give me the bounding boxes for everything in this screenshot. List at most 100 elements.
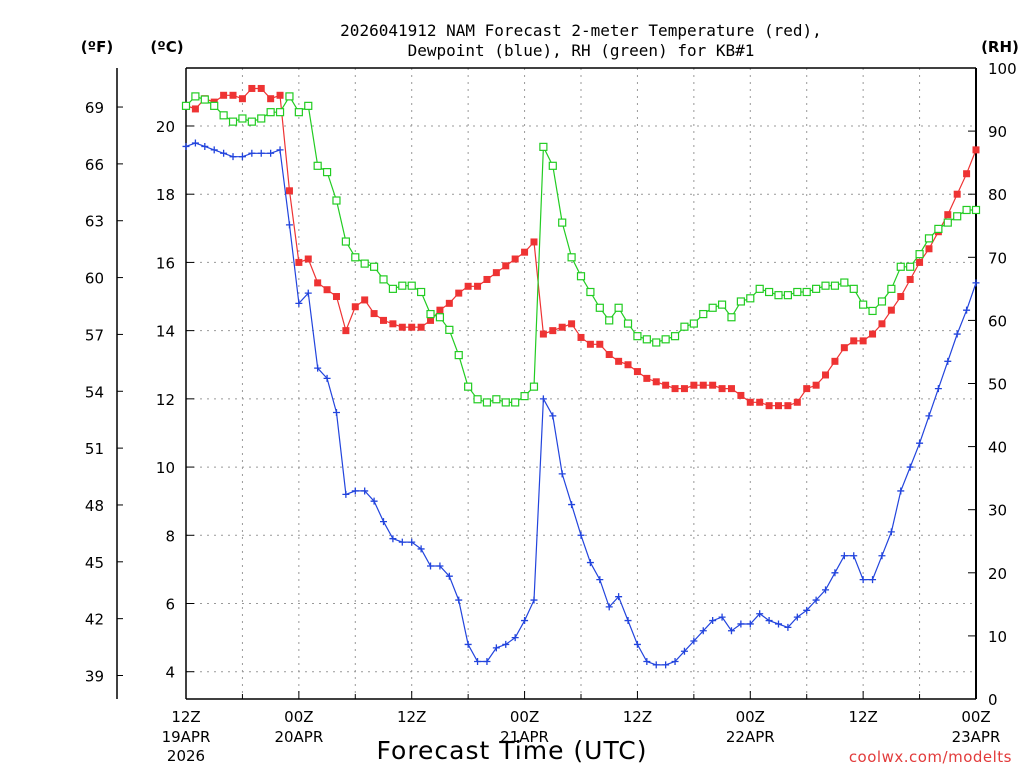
fahrenheit-tick-label: 45 — [85, 554, 104, 572]
dewpoint-point — [304, 289, 312, 297]
dewpoint-point — [549, 412, 557, 420]
rh-point — [736, 297, 745, 306]
rh-point — [445, 325, 454, 334]
dewpoint-point — [201, 142, 209, 150]
temperature-point — [953, 190, 961, 198]
rh-point — [369, 262, 379, 271]
date-tick-label: 23APR — [952, 728, 1001, 746]
dewpoint-point — [878, 552, 886, 560]
rh-point — [699, 309, 708, 319]
temperature-point — [869, 330, 877, 338]
time-tick-label: 12Z — [848, 708, 877, 726]
dewpoint-point — [586, 559, 594, 567]
date-tick-label: 20APR — [274, 728, 323, 746]
rh-point — [774, 291, 783, 300]
celsius-tick-label: 14 — [156, 323, 175, 341]
dewpoint-point — [727, 627, 735, 635]
temperature-point — [408, 323, 416, 331]
fahrenheit-tick-label: 63 — [85, 213, 104, 231]
rh-point — [341, 237, 350, 246]
dewpoint-point — [746, 620, 754, 628]
dewpoint-point — [295, 299, 303, 307]
celsius-tick-label: 20 — [156, 118, 175, 136]
temperature-point — [944, 211, 952, 219]
rh-point — [407, 281, 416, 290]
rh-point — [623, 319, 633, 328]
temperature-point — [455, 289, 463, 297]
rh-point — [840, 278, 849, 287]
dewpoint-point — [822, 586, 830, 594]
dewpoint-point — [577, 531, 585, 539]
temperature-point — [502, 262, 510, 270]
temperature-point — [191, 105, 199, 113]
time-tick-label: 00Z — [736, 708, 765, 726]
temperature-point — [615, 357, 623, 365]
rh-point — [191, 92, 200, 101]
rh-point — [830, 281, 840, 290]
dewpoint-point — [370, 497, 378, 505]
rh-point — [332, 196, 341, 205]
temperature-point — [812, 381, 820, 389]
dewpoint-point — [916, 439, 924, 447]
rh-point — [558, 218, 567, 227]
rh-point — [219, 111, 228, 120]
rh-point — [520, 392, 529, 401]
rh-point — [924, 234, 934, 243]
dewpoint-point — [455, 596, 463, 604]
temperature-point — [314, 279, 322, 287]
rh-point — [473, 395, 482, 404]
dewpoint-point — [511, 634, 519, 642]
temperature-point — [398, 323, 406, 331]
rh-point — [962, 205, 971, 215]
dewpoint-point — [803, 606, 811, 614]
time-tick-label: 12Z — [397, 708, 426, 726]
dewpoint-point — [793, 613, 801, 621]
dewpoint-point — [248, 149, 256, 157]
date-tick-label: 19APR — [162, 728, 211, 746]
rh-point — [426, 309, 435, 319]
rh-point — [435, 313, 445, 322]
dewpoint-point — [709, 617, 717, 625]
temperature-point — [370, 310, 378, 318]
temperature-point — [662, 381, 670, 389]
temperature-point — [727, 385, 735, 393]
temperature-point — [474, 282, 482, 290]
dewpoint-point — [474, 657, 482, 665]
rh-point — [717, 300, 727, 309]
temperature-point — [840, 344, 848, 352]
rh-point — [228, 117, 238, 126]
temperature-point — [709, 381, 717, 389]
chart-title-line1: 2026041912 NAM Forecast 2-meter Temperat… — [340, 21, 822, 40]
temperature-point — [765, 402, 773, 410]
time-tick-label: 00Z — [510, 708, 539, 726]
temperature-point — [427, 316, 435, 324]
temperature-point — [257, 84, 265, 92]
temperature-point — [633, 368, 641, 376]
rh-point — [708, 303, 717, 312]
fahrenheit-tick-label: 51 — [85, 440, 104, 458]
rh-point — [934, 224, 943, 234]
temperature-point — [229, 91, 237, 99]
rh-point — [943, 218, 952, 227]
temperature-point — [596, 340, 604, 348]
dewpoint-point — [568, 501, 576, 509]
dewpoint-point — [182, 142, 190, 150]
year-tick-label: 2026 — [167, 747, 205, 765]
rh-tick-label: 90 — [988, 123, 1007, 141]
chart-labels: 2026041912 NAM Forecast 2-meter Temperat… — [81, 21, 1019, 766]
dewpoint-point — [925, 412, 933, 420]
ylabel-rh: (RH) — [981, 38, 1019, 56]
rh-point — [275, 108, 285, 117]
rh-point — [238, 114, 247, 123]
temperature-point — [756, 398, 764, 406]
dewpoint-point — [765, 617, 773, 625]
rh-point — [257, 114, 266, 123]
temperature-point — [850, 337, 858, 345]
time-tick-label: 00Z — [961, 708, 990, 726]
temperature-point — [652, 378, 660, 386]
tick-labels: 4 6 8 10 12 14 16 18 20 39 42 45 48 51 54 57 60 63 66 69 0 10… — [85, 60, 1017, 765]
temperature-point — [511, 255, 519, 263]
time-tick-label: 12Z — [623, 708, 652, 726]
rh-point — [285, 92, 294, 101]
